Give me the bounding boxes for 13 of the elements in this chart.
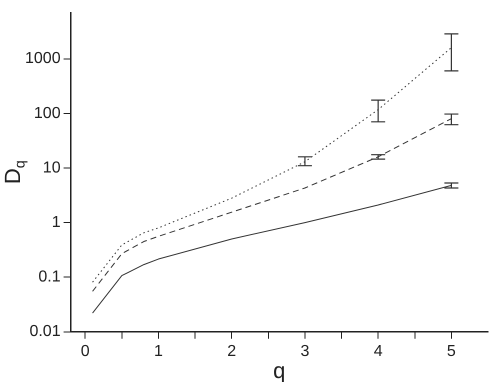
x-tick-label: 1	[154, 342, 164, 360]
y-tick-label: 100	[34, 104, 61, 122]
x-tick-label: 2	[227, 342, 236, 360]
x-tick-label: 4	[374, 342, 383, 360]
y-tick-label: 0.01	[29, 323, 61, 340]
x-tick-label: 0	[80, 342, 90, 360]
y-tick-label: 0.1	[38, 268, 61, 286]
y-axis-title: Dq	[0, 160, 29, 184]
x-tick-label: 3	[300, 342, 310, 360]
y-tick-label: 1000	[25, 50, 61, 68]
x-tick-label: 5	[446, 342, 456, 360]
y-tick-label: 10	[42, 159, 61, 176]
y-tick-label: 1	[52, 214, 61, 231]
